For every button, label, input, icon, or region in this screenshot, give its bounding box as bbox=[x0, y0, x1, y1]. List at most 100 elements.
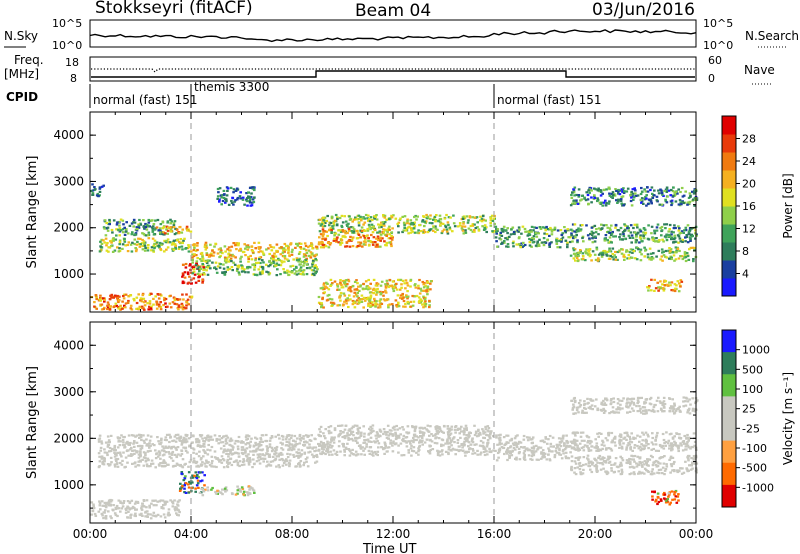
data-cell bbox=[116, 446, 120, 449]
data-cell bbox=[166, 463, 169, 466]
data-cell bbox=[289, 436, 293, 439]
data-cell bbox=[495, 230, 498, 233]
data-cell bbox=[305, 273, 309, 276]
data-cell bbox=[359, 434, 363, 437]
data-cell bbox=[270, 249, 274, 252]
data-cell bbox=[233, 200, 236, 203]
data-cell bbox=[635, 223, 639, 226]
data-cell bbox=[563, 229, 567, 232]
data-cell bbox=[103, 219, 107, 222]
data-cell bbox=[442, 444, 445, 447]
data-cell bbox=[610, 467, 613, 470]
data-cell bbox=[619, 233, 622, 236]
data-cell bbox=[125, 221, 128, 224]
data-cell bbox=[673, 289, 677, 293]
data-cell bbox=[265, 433, 268, 437]
data-cell bbox=[596, 461, 599, 464]
data-cell bbox=[373, 217, 377, 220]
data-cell bbox=[369, 305, 372, 308]
data-cell bbox=[535, 226, 538, 229]
data-cell bbox=[629, 199, 633, 203]
data-cell bbox=[251, 186, 254, 189]
data-cell bbox=[344, 299, 348, 302]
data-cell bbox=[510, 439, 513, 442]
data-cell bbox=[210, 445, 214, 449]
data-cell bbox=[532, 447, 536, 450]
data-cell bbox=[115, 304, 119, 307]
data-cell bbox=[369, 429, 372, 432]
data-cell bbox=[452, 437, 455, 440]
noise-left-tick-bottom: 10^0 bbox=[52, 39, 82, 52]
data-cell bbox=[530, 449, 533, 453]
data-cell bbox=[246, 442, 249, 445]
data-cell bbox=[333, 219, 337, 222]
data-cell bbox=[266, 271, 270, 274]
data-cell bbox=[201, 273, 204, 276]
data-cell bbox=[486, 425, 490, 428]
data-cell bbox=[181, 272, 185, 275]
beam-title: Beam 04 bbox=[355, 1, 431, 21]
data-cell bbox=[340, 230, 343, 233]
data-cell bbox=[356, 437, 359, 440]
data-cell bbox=[444, 442, 447, 445]
data-cell bbox=[345, 245, 349, 248]
data-cell bbox=[656, 465, 660, 468]
data-cell bbox=[227, 203, 231, 206]
data-cell bbox=[105, 227, 108, 230]
data-cell bbox=[351, 430, 355, 433]
data-cell bbox=[581, 235, 585, 238]
data-cell bbox=[181, 273, 185, 276]
data-cell bbox=[563, 226, 566, 229]
data-cell bbox=[510, 228, 513, 231]
data-cell bbox=[620, 464, 623, 467]
data-cell bbox=[392, 442, 395, 445]
data-cell bbox=[342, 292, 346, 295]
data-cell bbox=[265, 445, 269, 448]
data-cell bbox=[337, 241, 340, 244]
data-cell bbox=[391, 303, 394, 306]
data-cell bbox=[304, 249, 308, 252]
data-cell bbox=[100, 457, 104, 460]
data-cell bbox=[362, 229, 366, 232]
data-cell bbox=[164, 446, 168, 449]
data-cell bbox=[686, 241, 690, 244]
data-cell bbox=[495, 232, 498, 235]
data-cell bbox=[679, 437, 683, 440]
data-cell bbox=[160, 441, 163, 444]
data-cell bbox=[109, 449, 113, 453]
data-cell bbox=[191, 261, 194, 264]
data-cell bbox=[336, 304, 339, 307]
data-cell bbox=[203, 445, 206, 448]
data-cell bbox=[181, 263, 185, 266]
data-cell bbox=[531, 236, 534, 240]
data-cell bbox=[558, 239, 561, 243]
data-cell bbox=[295, 257, 299, 260]
data-cell bbox=[415, 218, 418, 221]
data-cell bbox=[591, 250, 595, 253]
data-cell bbox=[693, 197, 697, 200]
data-cell bbox=[359, 432, 363, 435]
data-cell bbox=[534, 231, 538, 235]
data-cell bbox=[574, 456, 578, 460]
data-cell bbox=[299, 460, 303, 463]
data-cell bbox=[409, 300, 413, 303]
data-cell bbox=[135, 307, 138, 310]
data-cell bbox=[369, 287, 372, 290]
data-cell bbox=[398, 288, 402, 291]
data-cell bbox=[118, 444, 122, 447]
data-cell bbox=[650, 186, 654, 189]
data-cell bbox=[330, 438, 333, 442]
data-cell bbox=[123, 233, 127, 236]
data-cell bbox=[630, 472, 633, 475]
data-cell bbox=[133, 449, 137, 452]
y-axis-label: Slant Range [km] bbox=[25, 156, 40, 269]
data-cell bbox=[583, 196, 586, 199]
data-cell bbox=[491, 230, 494, 233]
data-cell bbox=[356, 428, 360, 431]
data-cell bbox=[526, 230, 529, 233]
data-cell bbox=[379, 245, 382, 248]
data-cell bbox=[230, 266, 234, 269]
data-cell bbox=[625, 438, 628, 441]
data-cell bbox=[620, 202, 623, 205]
data-cell bbox=[590, 233, 594, 237]
